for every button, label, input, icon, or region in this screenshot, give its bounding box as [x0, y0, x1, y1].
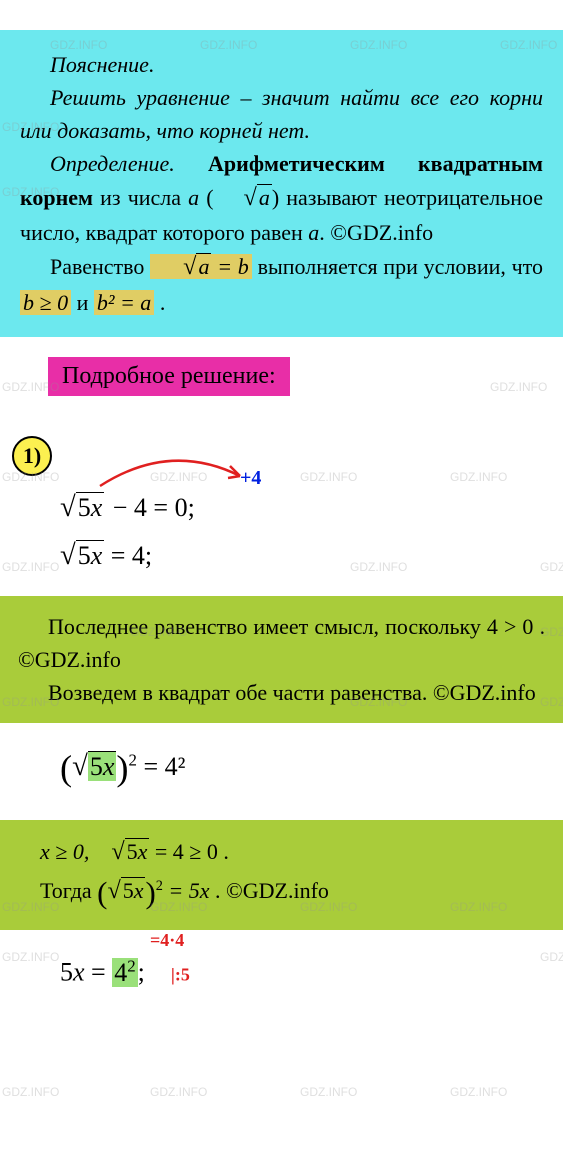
cond-b-ge-0: b ≥ 0 [20, 290, 71, 315]
explanation-title: Пояснение. [20, 48, 543, 81]
cond-and: и [77, 290, 94, 315]
watermark: GDZ.INFO [2, 1085, 59, 1099]
close-paren: ) [272, 185, 279, 210]
cond-b2-eq-a: b² = a [94, 290, 154, 315]
copyright1: . ©GDZ.info [319, 220, 433, 245]
var-a: a [188, 185, 199, 210]
green2-line1: x ≥ 0, 5x = 4 ≥ 0 . [40, 834, 545, 870]
solution-header: Подробное решение: [48, 357, 290, 396]
green1-para1: Последнее равенство имеет смысл, посколь… [18, 610, 545, 676]
equality-intro: Равенство [50, 254, 150, 279]
green-box-1: Последнее равенство имеет смысл, посколь… [0, 596, 563, 723]
annot-4x4: =4·4 [150, 930, 184, 951]
equality-para: Равенство a = b выполняется при условии,… [20, 249, 543, 318]
green1-para2: Возведем в квадрат обе части равенства. … [18, 676, 545, 709]
var-a2: a [308, 220, 319, 245]
open-paren: ( [206, 185, 213, 210]
watermark: GDZ.INFO [300, 1085, 357, 1099]
watermark: GDZ.INFO [490, 380, 547, 394]
problem-number: 1) [12, 436, 52, 476]
period: . [160, 290, 166, 315]
watermark: GDZ.INFO [450, 1085, 507, 1099]
def-label: Определение. [50, 151, 175, 176]
def-body1: из числа [100, 185, 188, 210]
eq-sqrt-a-eq-b: a = b [150, 254, 252, 279]
arrow-icon [90, 446, 260, 496]
explanation-box: Пояснение. Решить уравнение – значит най… [0, 30, 563, 337]
equation-2: 5x = 4; [60, 532, 563, 581]
sqrt-a: a [214, 180, 272, 216]
explanation-para1: Решить уравнение – значит найти все его … [20, 81, 543, 147]
definition-para: Определение. Арифметическим квадратным к… [20, 147, 543, 249]
bottom-equation: =4·4 5x = 42; |:5 [0, 930, 563, 988]
equality-cond: выполняется при условии, что [258, 254, 543, 279]
middle-equation: (5x)2 = 4² [0, 723, 563, 820]
div5-annotation: |:5 [171, 965, 190, 985]
green-box-2: x ≥ 0, 5x = 4 ≥ 0 . Тогда (5x)2 = 5x . ©… [0, 820, 563, 930]
watermark: GDZ.INFO [150, 1085, 207, 1099]
equation-area: +4 5x − 4 = 0; 5x = 4; [0, 476, 563, 596]
plus4-annotation: +4 [240, 461, 261, 495]
green2-line2: Тогда (5x)2 = 5x . ©GDZ.info [40, 870, 545, 916]
def-body2: называют неотрицательное число, квадрат … [20, 185, 543, 245]
